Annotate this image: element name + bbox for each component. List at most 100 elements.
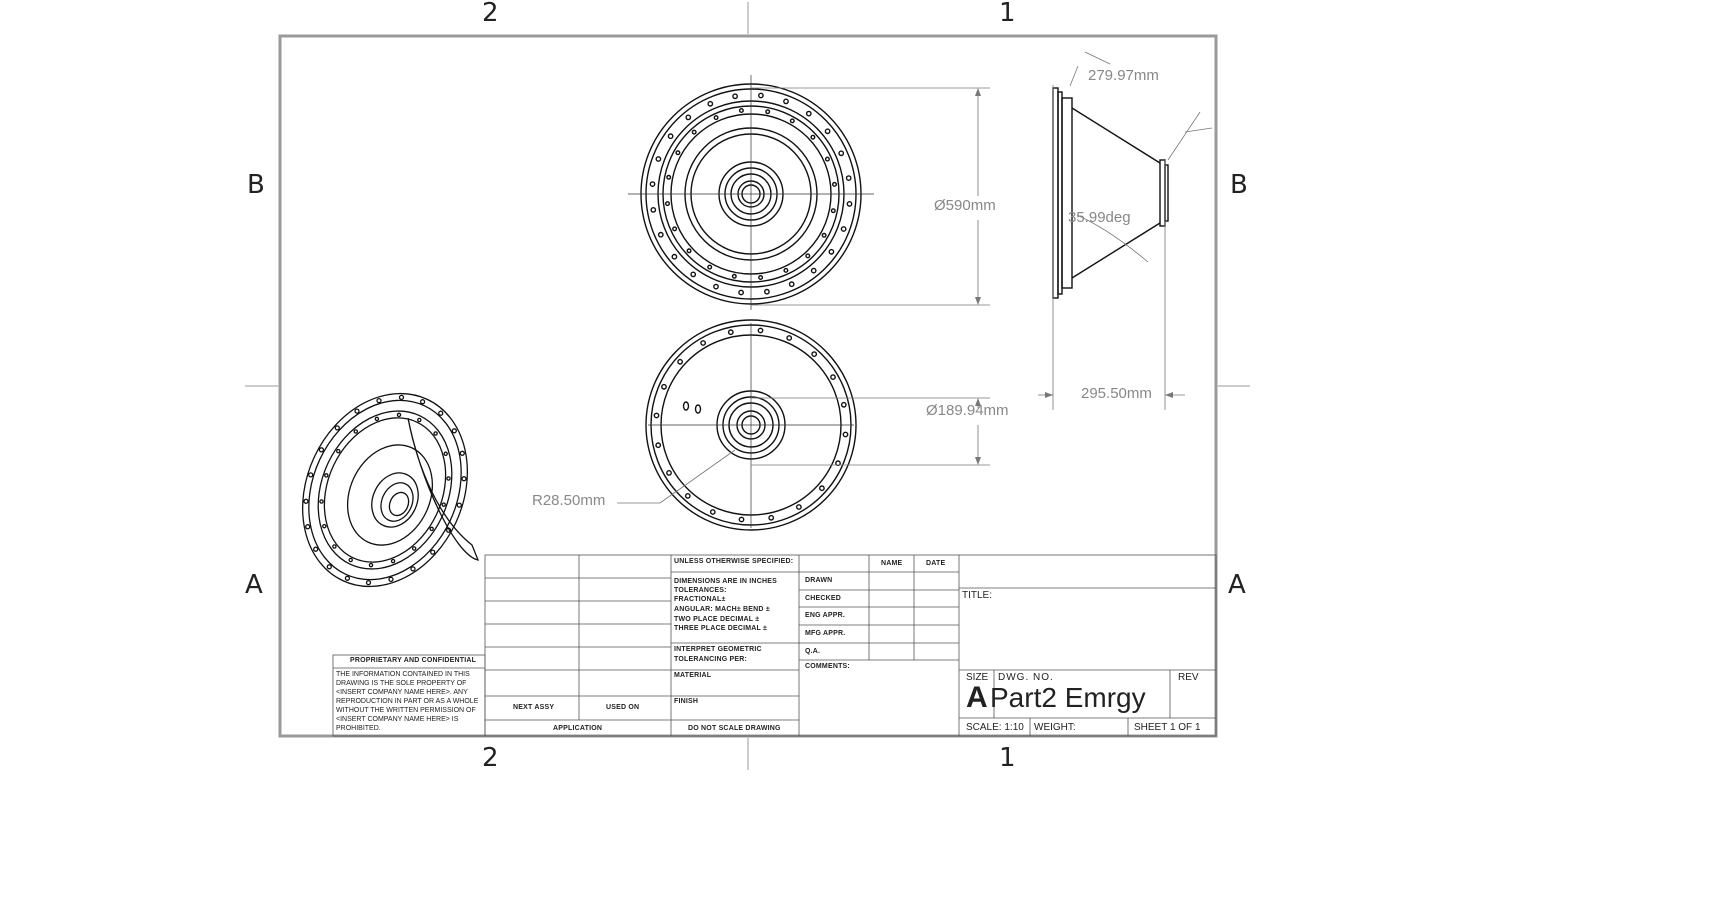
- zone-label-bottom-1: 1: [999, 743, 1016, 773]
- bolt-hole: [332, 544, 337, 549]
- bolt-hole: [303, 498, 309, 504]
- bolt-hole: [443, 451, 448, 457]
- tol-three-place: THREE PLACE DECIMAL ±: [674, 625, 768, 632]
- bolt-holes-iso: [303, 394, 467, 586]
- bolt-hole: [354, 408, 360, 414]
- bolt-hole: [838, 150, 845, 157]
- dim-angle: 35.99deg: [1068, 209, 1131, 226]
- tol-tolerancing: TOLERANCING PER:: [674, 656, 748, 663]
- bolt-hole: [783, 267, 789, 273]
- bolt-hole: [828, 248, 835, 255]
- dim-inner-diameter: Ø189.94mm: [926, 402, 1009, 419]
- bolt-hole: [805, 253, 811, 259]
- tol-do-not-scale: DO NOT SCALE DRAWING: [688, 725, 781, 732]
- tol-tolerances: TOLERANCES:: [674, 587, 727, 594]
- approval-date-header: DATE: [926, 560, 946, 567]
- bolt-hole: [410, 566, 416, 572]
- bolt-hole: [707, 264, 713, 270]
- bolt-hole: [419, 399, 426, 405]
- bolt-hole: [353, 429, 359, 434]
- weight-label: WEIGHT:: [1034, 722, 1076, 733]
- zone-label-top-1: 1: [999, 0, 1016, 28]
- bolt-hole: [764, 288, 770, 295]
- bolt-hole: [786, 335, 793, 341]
- approval-mfg-appr: MFG APPR.: [805, 630, 846, 637]
- bolt-hole: [691, 129, 697, 135]
- bolt-hole: [768, 514, 775, 521]
- approval-eng-appr: ENG APPR.: [805, 612, 846, 619]
- bolt-hole: [783, 98, 789, 105]
- zone-label-bottom-2: 2: [482, 743, 499, 773]
- bolt-hole: [365, 579, 372, 586]
- bolt-hole: [459, 450, 465, 456]
- bolt-hole: [368, 562, 374, 568]
- bolt-hole: [451, 428, 457, 434]
- bolt-hole: [374, 416, 380, 422]
- bolt-hole: [709, 509, 716, 515]
- zone-label-left-a: A: [245, 570, 263, 600]
- bolt-hole: [411, 546, 417, 551]
- bolt-hole: [661, 383, 667, 390]
- bolt-hole: [830, 374, 836, 380]
- bolt-hole: [675, 150, 681, 156]
- bolt-hole: [657, 231, 664, 238]
- size-value: A: [966, 681, 988, 714]
- front-view-centerlines: [628, 75, 874, 310]
- bolt-hole: [700, 340, 706, 346]
- bolt-hole: [842, 431, 849, 438]
- bolt-hole: [348, 557, 353, 563]
- dimension-lines: [617, 51, 1213, 504]
- bolt-hole: [819, 485, 825, 492]
- proprietary-body: THE INFORMATION CONTAINED IN THIS DRAWIN…: [336, 671, 479, 732]
- bolt-hole: [796, 504, 802, 510]
- bolt-hole: [653, 412, 660, 419]
- tol-interpret: INTERPRET GEOMETRIC: [674, 646, 762, 653]
- title-block-grid: [332, 554, 1217, 737]
- approval-name-header: NAME: [881, 560, 903, 567]
- bolt-hole: [731, 273, 737, 279]
- dwg-no-value: Part2 Emrgy: [990, 682, 1146, 713]
- bolt-hole: [326, 564, 332, 570]
- bolt-hole: [685, 114, 692, 121]
- bolt-hole: [840, 226, 847, 232]
- dim-length-top: 279.97mm: [1088, 67, 1159, 84]
- bolt-hole: [846, 200, 853, 207]
- bolt-hole: [667, 133, 674, 140]
- app-application: APPLICATION: [553, 725, 603, 732]
- back-view-centerlines: [648, 323, 854, 528]
- title-label: TITLE:: [962, 590, 993, 601]
- tol-finish: FINISH: [674, 698, 699, 705]
- bolt-hole: [334, 425, 340, 431]
- bolt-hole: [830, 208, 836, 214]
- bolt-hole: [757, 327, 764, 334]
- app-next-assy: NEXT ASSY: [513, 704, 555, 711]
- dwg-no-label: DWG. NO.: [998, 672, 1054, 683]
- bolt-hole: [824, 128, 831, 135]
- sheet-number: SHEET 1 OF 1: [1134, 722, 1201, 733]
- app-used-on: USED ON: [606, 704, 640, 711]
- bolt-hole: [732, 93, 738, 100]
- side-view: [1052, 87, 1169, 299]
- bolt-hole: [655, 156, 662, 162]
- bolt-hole: [765, 109, 771, 115]
- bolt-hole: [430, 549, 436, 555]
- bolt-hole: [690, 271, 697, 278]
- bolt-hole: [686, 248, 692, 254]
- bolt-hole: [318, 447, 325, 453]
- bolt-hole: [758, 92, 764, 99]
- bolt-hole: [456, 502, 462, 508]
- bolt-hole: [429, 526, 434, 532]
- bolt-hole: [758, 275, 764, 281]
- zone-label-left-b: B: [247, 170, 265, 200]
- bolt-hole: [727, 329, 734, 336]
- tol-unless: UNLESS OTHERWISE SPECIFIED:: [674, 558, 794, 565]
- dim-radius: R28.50mm: [532, 492, 606, 509]
- bolt-hole: [832, 181, 838, 187]
- bolt-hole: [824, 156, 830, 162]
- bolt-hole: [445, 527, 452, 533]
- scale-value: SCALE: 1:10: [966, 722, 1024, 733]
- isometric-view: [301, 392, 480, 588]
- bolt-hole: [821, 232, 827, 238]
- bolt-hole: [441, 502, 446, 507]
- zone-label-top-2: 2: [482, 0, 499, 28]
